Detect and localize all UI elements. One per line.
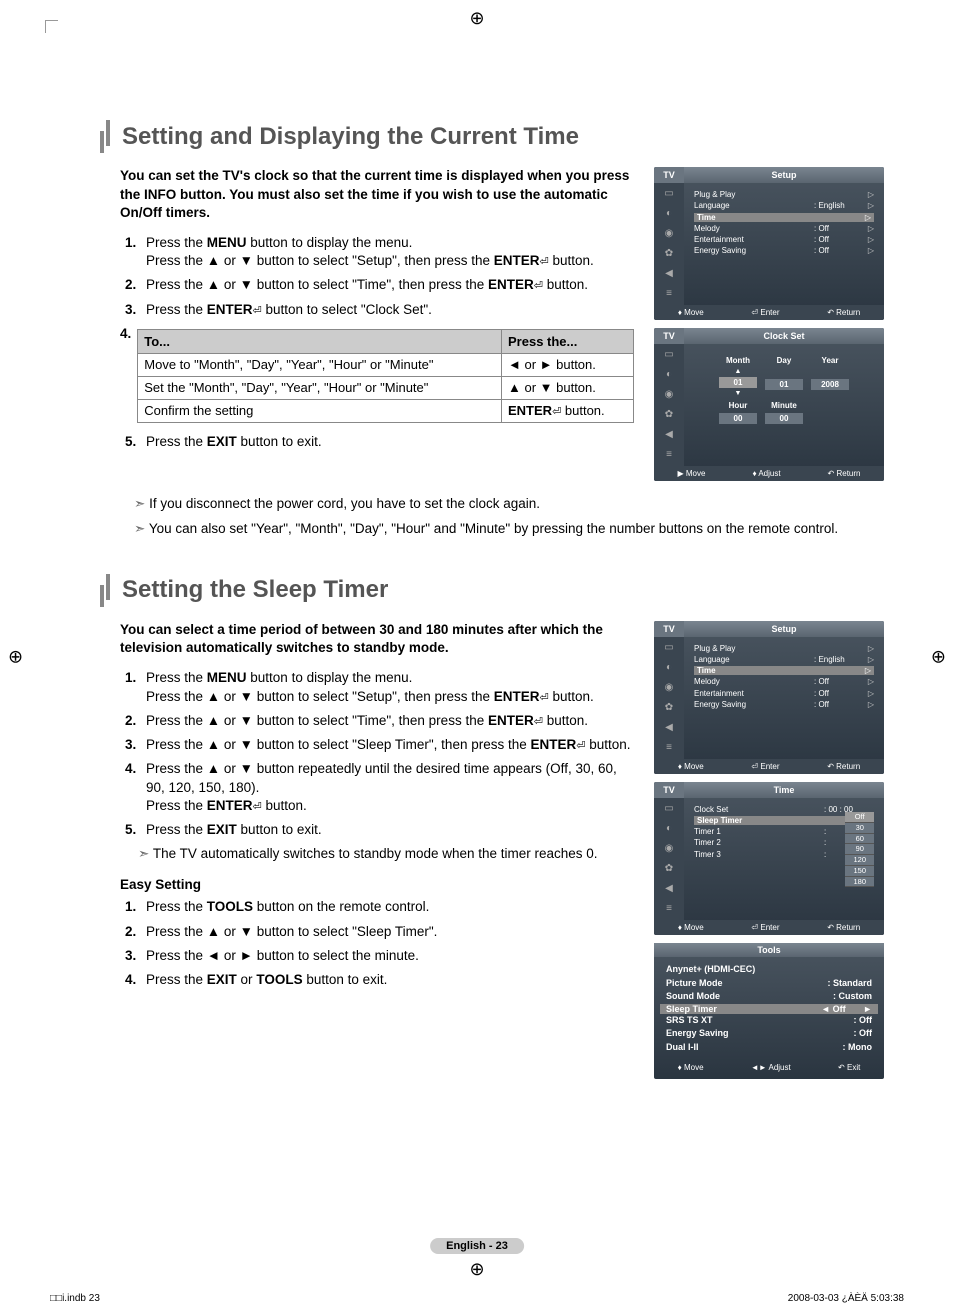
step-item: Press the ◄ or ► button to select the mi… xyxy=(140,947,634,965)
heading-text: Setting and Displaying the Current Time xyxy=(122,123,579,151)
note-text: The TV automatically switches to standby… xyxy=(138,845,634,863)
intro-text: You can set the TV's clock so that the c… xyxy=(120,167,634,222)
step-item: Press the ▲ or ▼ button to select "Sleep… xyxy=(140,736,634,754)
table-header: Press the... xyxy=(502,329,634,354)
step-item: Press the ▲ or ▼ button to select "Time"… xyxy=(140,712,634,730)
step-item: Press the ENTER⏎ button to select "Clock… xyxy=(140,301,634,319)
step-item: Press the EXIT button to exit. xyxy=(140,433,634,451)
osd-title: Setup xyxy=(684,167,884,183)
step-number: 4. xyxy=(120,325,131,427)
reg-mark-bottom: ⊕ xyxy=(469,1259,484,1280)
osd-tools-screenshot: Tools Anynet+ (HDMI-CEC) Picture Mode: S… xyxy=(654,943,884,1079)
osd-time-screenshot: TVTime ▭◐◉✿◀≡ Clock Set: 00 : 00 Sleep T… xyxy=(654,782,884,935)
osd-footer-enter: ⏎ Enter xyxy=(751,308,779,317)
note-text: If you disconnect the power cord, you ha… xyxy=(134,495,884,513)
page-number: English - 23 xyxy=(430,1238,524,1254)
osd-footer-return: ↶ Return xyxy=(827,308,860,317)
step-item: Press the EXIT or TOOLS button to exit. xyxy=(140,971,634,989)
table-cell: ◄ or ► button. xyxy=(502,354,634,377)
footer-right: 2008-03-03 ¿ÀÈÄ 5:03:38 xyxy=(788,1293,904,1304)
table-cell: Move to "Month", "Day", "Year", "Hour" o… xyxy=(138,354,502,377)
osd-sidebar: ▭◐◉✿◀≡ xyxy=(654,183,684,305)
instruction-table: To...Press the... Move to "Month", "Day"… xyxy=(137,329,634,423)
table-header: To... xyxy=(138,329,502,354)
step-item: Press the EXIT button to exit. xyxy=(140,821,634,839)
table-cell: Confirm the setting xyxy=(138,399,502,422)
note-text: You can also set "Year", "Month", "Day",… xyxy=(134,520,884,538)
step-item: Press the ▲ or ▼ button repeatedly until… xyxy=(140,760,634,815)
reg-mark-right: ⊕ xyxy=(931,647,946,668)
steps-list: Press the MENU button to display the men… xyxy=(120,234,634,451)
reg-mark-left: ⊕ xyxy=(8,647,23,668)
table-cell: Set the "Month", "Day", "Year", "Hour" o… xyxy=(138,376,502,399)
step-item: Press the MENU button to display the men… xyxy=(140,669,634,705)
section-heading-1: Setting and Displaying the Current Time xyxy=(100,120,884,153)
osd-tv-label: TV xyxy=(654,167,684,183)
osd-setup-screenshot: TVSetup ▭◐◉✿◀≡ Plug & Play▷ Language: En… xyxy=(654,167,884,320)
heading-bar-icon xyxy=(100,574,112,607)
crop-mark xyxy=(45,20,58,33)
step-item: 4. To...Press the... Move to "Month", "D… xyxy=(114,325,634,427)
footer-left: □□i.indb 23 xyxy=(50,1293,100,1304)
step-item: Press the TOOLS button on the remote con… xyxy=(140,898,634,916)
table-cell: ▲ or ▼ button. xyxy=(502,376,634,399)
section-heading-2: Setting the Sleep Timer xyxy=(100,574,884,607)
step-item: Press the ▲ or ▼ button to select "Sleep… xyxy=(140,923,634,941)
osd-footer-move: ♦ Move xyxy=(678,308,704,317)
step-item: Press the MENU button to display the men… xyxy=(140,234,634,270)
reg-mark-top: ⊕ xyxy=(469,8,484,29)
table-cell: ENTER⏎ button. xyxy=(502,399,634,422)
heading-bar-icon xyxy=(100,120,112,153)
subheading: Easy Setting xyxy=(120,877,634,892)
step-item: Press the ▲ or ▼ button to select "Time"… xyxy=(140,276,634,294)
osd-setup-screenshot-2: TVSetup ▭◐◉✿◀≡ Plug & Play▷ Language: En… xyxy=(654,621,884,774)
sleep-timer-dropdown: Off 306090 120150180 xyxy=(845,812,874,887)
osd-clockset-screenshot: TVClock Set ▭◐◉✿◀≡ Month▲01▼ Day01 Year2… xyxy=(654,328,884,481)
